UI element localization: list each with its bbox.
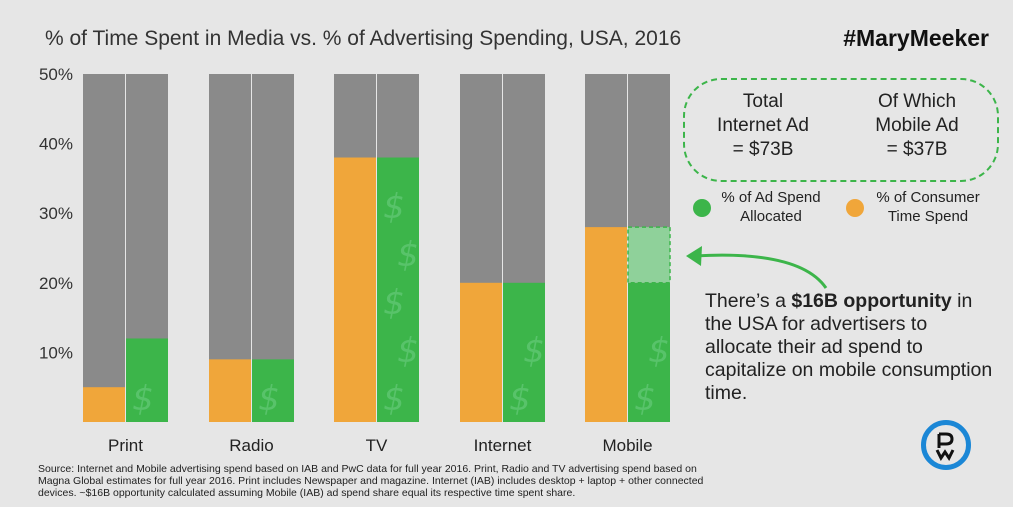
ad-spend-bar	[628, 282, 670, 422]
dollar-sign-icon: $	[523, 331, 545, 371]
arrow-path	[694, 253, 828, 289]
category-label: TV	[366, 436, 388, 455]
info-mobile-ad: Of Which Mobile Ad = $37B	[847, 90, 987, 162]
opportunity-gap-bar	[627, 226, 671, 284]
dollar-sign-icon: $	[383, 187, 405, 227]
ad-spend-bar	[126, 338, 168, 422]
info-text: Of Which	[877, 91, 957, 112]
legend-text: Time Spend	[887, 208, 969, 225]
y-tick-label: 40%	[39, 135, 73, 154]
legend-ad-spend-dot-icon	[693, 199, 711, 217]
legend-time-spend-dot-icon	[846, 199, 864, 217]
dollar-sign-icon: $	[509, 379, 531, 419]
callout-prefix: There’s a	[705, 290, 792, 312]
info-box: Total Internet Ad = $73B Of Which Mobile…	[683, 78, 999, 182]
category-label: Internet	[474, 436, 532, 455]
info-text: Total	[742, 91, 784, 112]
info-text: = $37B	[886, 139, 948, 160]
info-text: = $73B	[732, 139, 794, 160]
brand-logo-icon	[921, 420, 971, 470]
legend-ad-spend: % of Ad Spend Allocated	[712, 188, 830, 226]
bar-chart: 10% 20% 30% 40% 50% $ Print $ Radio $ $ $ $ $ TV $ $ Inte…	[39, 65, 671, 455]
y-tick-label: 10%	[39, 343, 73, 362]
legend-text: % of Consumer	[876, 189, 980, 206]
time-spend-bar	[209, 359, 251, 422]
time-spend-bar	[585, 227, 627, 422]
source-note: Source: Internet and Mobile advertising …	[38, 463, 704, 499]
dollar-sign-icon: $	[383, 379, 405, 419]
dollar-sign-icon: $	[397, 235, 419, 275]
info-total-internet: Total Internet Ad = $73B	[693, 90, 833, 162]
dollar-sign-icon: $	[132, 379, 154, 419]
arrow-head-icon	[686, 246, 702, 266]
time-spend-bar	[460, 282, 502, 422]
dollar-sign-icon: $	[634, 379, 656, 419]
y-tick-label: 20%	[39, 274, 73, 293]
ad-spend-bar	[252, 359, 294, 422]
background-column	[83, 74, 125, 422]
time-spend-bar	[334, 157, 376, 422]
category-label: Radio	[229, 436, 273, 455]
dollar-sign-icon: $	[648, 331, 670, 371]
y-tick-label: 30%	[39, 204, 73, 223]
info-text: Internet Ad	[717, 115, 809, 136]
dollar-sign-icon: $	[383, 283, 405, 323]
legend-time-spend: % of Consumer Time Spend	[864, 188, 992, 226]
hashtag: #MaryMeeker	[843, 25, 989, 51]
ad-spend-bar	[503, 282, 545, 422]
callout-highlight: $16B opportunity	[791, 290, 952, 312]
dollar-sign-icon: $	[397, 331, 419, 371]
callout-rest: in the USA for advertisers to allocate t…	[705, 290, 993, 404]
legend-text: % of Ad Spend	[721, 189, 821, 206]
category-label: Print	[108, 436, 143, 455]
opportunity-callout: There’s a $16B opportunity in the USA fo…	[705, 290, 995, 405]
chart-title: % of Time Spent in Media vs. % of Advert…	[45, 27, 682, 50]
time-spend-bar	[83, 387, 125, 422]
category-label: Mobile	[602, 436, 652, 455]
ad-spend-bar	[377, 157, 419, 422]
y-tick-label: 50%	[39, 65, 73, 84]
dollar-sign-icon: $	[258, 379, 280, 419]
info-text: Mobile Ad	[875, 115, 959, 136]
legend-text: Allocated	[740, 208, 802, 225]
